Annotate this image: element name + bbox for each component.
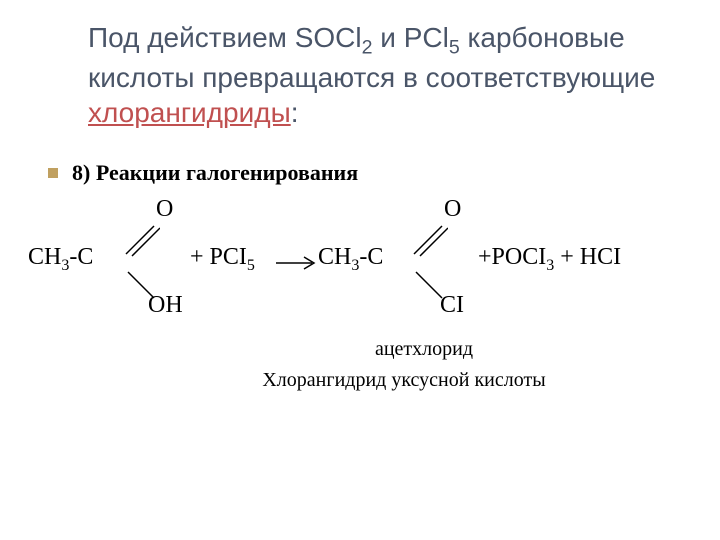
bullet-text: 8) Реакции галогенирования — [72, 160, 358, 186]
plus-pcl5: + PCI5 — [190, 244, 255, 275]
slide-title: Под действием SOCl2 и PCl5 карбоновые ки… — [48, 20, 680, 130]
product-intermediate: CH3-C — [318, 244, 383, 275]
bullet-row: 8) Реакции галогенирования — [48, 160, 680, 186]
double-bond-2-icon — [412, 222, 448, 258]
reaction-arrow-icon — [276, 256, 318, 270]
plus-pcl5-text: + PCI — [190, 244, 247, 270]
title-prefix: Под действием SOCl — [88, 22, 362, 53]
single-bond-1-icon — [124, 268, 160, 304]
single-bond-2-icon — [412, 268, 448, 304]
reactant-1: CH3-C — [28, 244, 93, 275]
pcl5-sub: 5 — [247, 257, 255, 274]
title-mid: и PCl — [373, 22, 449, 53]
double-bond-1-icon — [124, 222, 160, 258]
ch3-1: CH — [28, 244, 61, 270]
c-2: -C — [359, 244, 383, 270]
pocl3: +POCI — [478, 244, 546, 270]
c-1: -C — [69, 244, 93, 270]
ch3-2: CH — [318, 244, 351, 270]
products: +POCI3 + HCI — [478, 244, 621, 275]
reaction-equation: O O CH3-C + PCI5 CH3-C +POCI3 + HCI OH C… — [28, 196, 680, 326]
bullet-square-icon — [48, 168, 58, 178]
title-underlined: хлорангидриды — [88, 97, 291, 128]
compound-label-1: ацетхлорид — [48, 338, 680, 361]
oxygen-1: O — [156, 196, 173, 223]
title-sub2: 5 — [449, 37, 460, 59]
title-colon: : — [291, 97, 299, 128]
title-sub1: 2 — [362, 37, 373, 59]
hcl: + HCI — [554, 244, 621, 270]
oxygen-2: O — [444, 196, 461, 223]
compound-label-2: Хлорангидрид уксусной кислоты — [48, 369, 680, 392]
